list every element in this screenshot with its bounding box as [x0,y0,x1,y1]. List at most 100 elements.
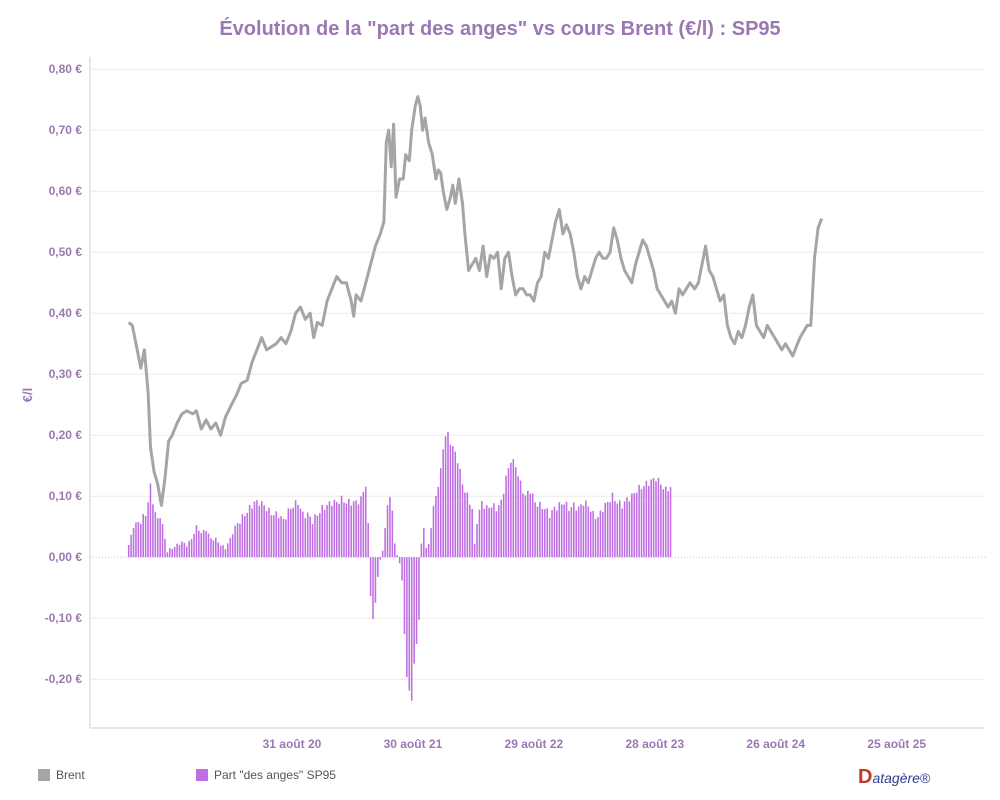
bar [292,507,294,558]
bar [667,491,669,558]
bar [647,485,650,558]
bar [420,543,423,558]
bar [357,504,360,558]
bar [302,511,304,558]
gridlines [90,68,985,680]
bar [328,501,331,558]
bar [166,552,169,558]
bar [202,530,205,558]
bar [156,518,159,558]
bar [241,514,244,558]
bar [437,486,440,558]
bar [556,510,558,558]
y-tick-label: 0,50 € [49,245,83,259]
bar [169,548,171,558]
bar [231,534,234,558]
bar [631,493,633,558]
bar [333,499,336,558]
bar [466,492,469,558]
legend-part-anges[interactable]: Part "des anges" SP95 [196,768,336,782]
bar [289,508,292,558]
bar [183,542,186,558]
bar [645,480,648,558]
bar [311,523,314,558]
bar [660,484,662,558]
bar [435,495,437,558]
bar [548,517,551,558]
bar [560,504,563,558]
bar [413,557,415,664]
bar [173,546,176,558]
bar [541,508,544,558]
bar [149,483,152,558]
bar [657,477,660,558]
bar [401,557,403,581]
bar [573,502,575,558]
bar [423,527,425,558]
bar [599,510,602,558]
bar [522,493,524,558]
bar [285,519,287,558]
bar [582,505,585,558]
bar [135,522,137,558]
bar [200,532,203,558]
bar [331,505,333,558]
bar [468,504,471,558]
bar [185,546,188,558]
bar [473,543,476,558]
bar [350,505,353,558]
bar [140,523,142,558]
bar [478,509,481,558]
bar-series [127,431,672,701]
bar [594,518,597,558]
bar [483,508,486,558]
bar [602,512,604,558]
bar [539,501,541,558]
bar [374,557,377,603]
bar [198,530,200,558]
bar [190,539,193,558]
bar [609,502,611,558]
bar [589,511,592,558]
bar [430,528,432,558]
bar [340,495,343,558]
bar [343,502,345,558]
bar [505,475,507,558]
bar [236,523,239,558]
bar [454,451,457,558]
x-tick-label: 29 août 22 [505,737,564,751]
bar [348,498,350,558]
bar [306,512,309,558]
bar [406,557,408,678]
bar [626,497,628,558]
bar [507,468,510,558]
legend-part-anges-label: Part "des anges" SP95 [214,768,336,782]
bar [287,508,290,558]
bar [384,528,386,558]
bar [377,557,379,577]
bar [669,487,672,558]
bar [381,550,384,558]
y-tick-label: 0,40 € [49,306,83,320]
bar [335,501,338,558]
bar [604,502,607,558]
y-tick-label: 0,10 € [49,489,83,503]
bar [531,493,534,558]
bar [132,528,135,558]
line-series [127,95,824,507]
y-tick-label: 0,20 € [49,428,83,442]
bar [461,484,464,558]
bar [439,468,442,558]
bar [239,523,241,558]
bar [386,505,389,558]
bar [476,524,478,558]
bar [260,501,263,558]
bar [577,506,580,558]
bar [362,491,365,558]
bar [263,505,265,558]
bar [512,459,515,558]
bar [360,496,362,558]
legend-brent[interactable]: Brent [38,768,85,782]
bar [256,500,258,558]
bar [568,510,570,558]
